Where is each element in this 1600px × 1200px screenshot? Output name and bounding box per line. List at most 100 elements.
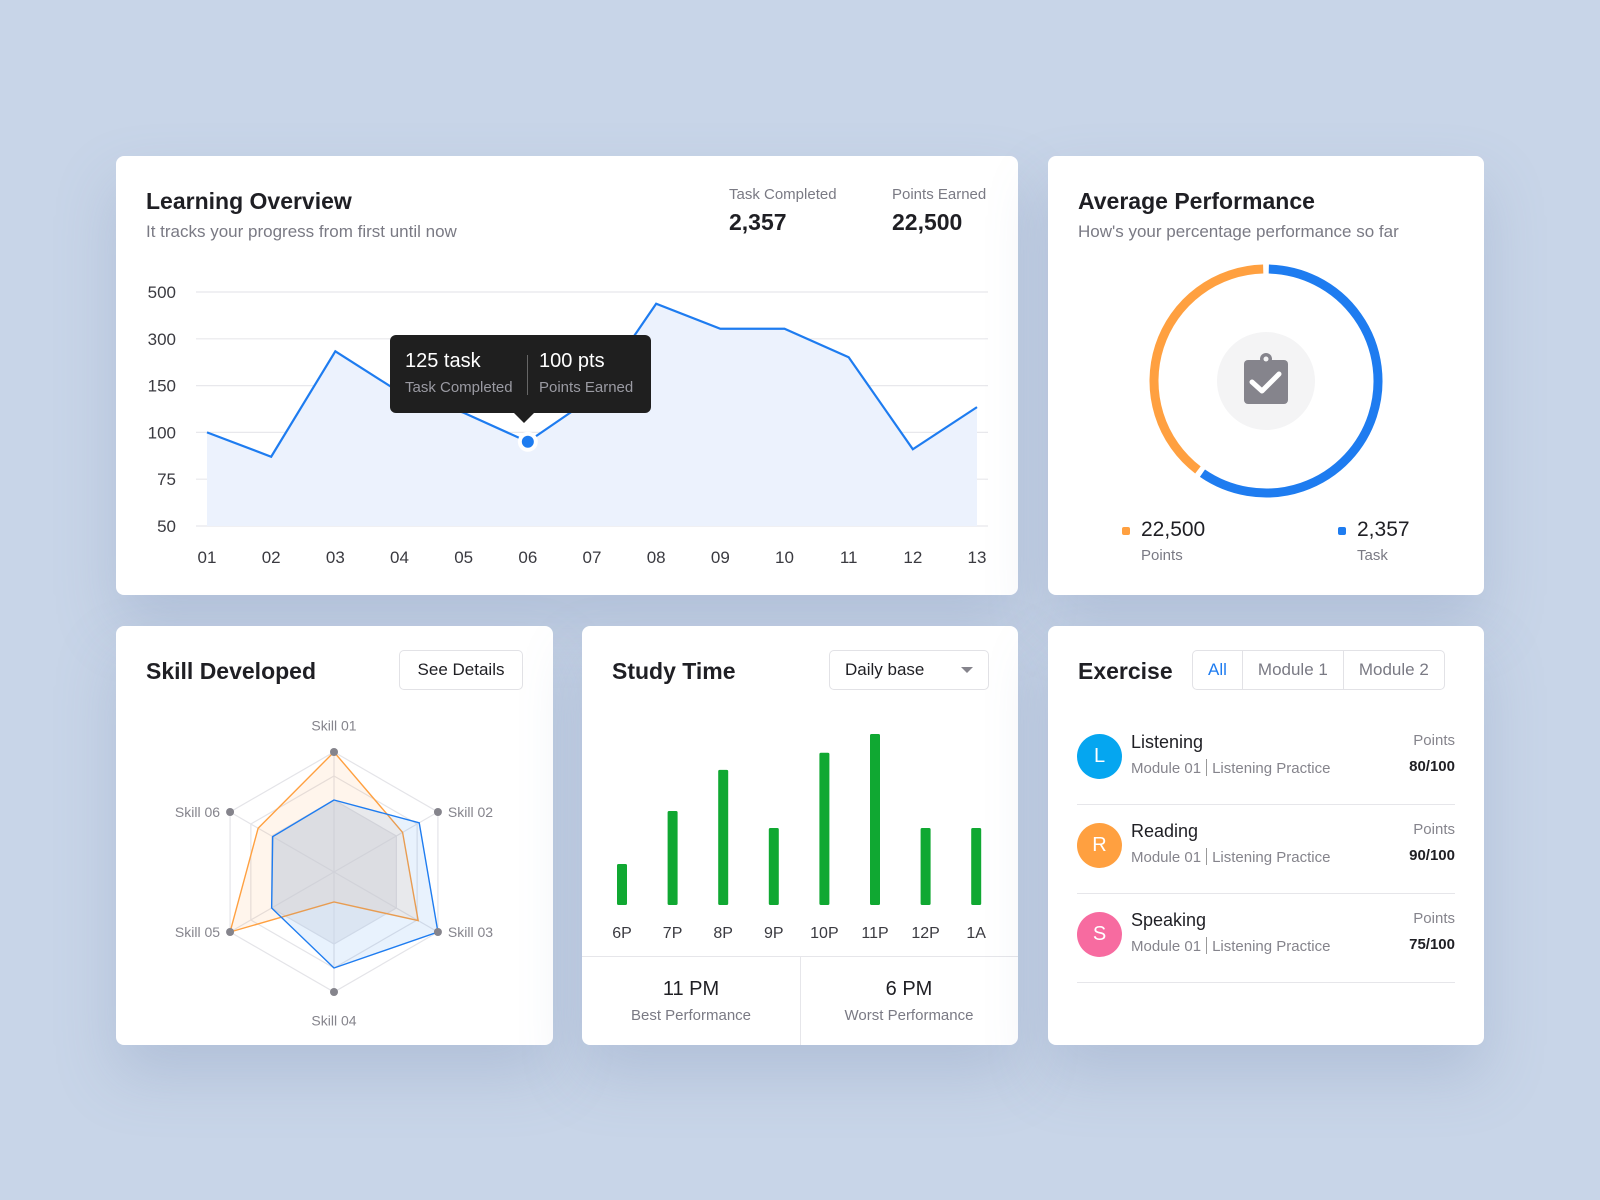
average-performance-card: Average Performance How's your percentag… xyxy=(1048,156,1484,595)
separator xyxy=(1206,937,1208,954)
x-tick-label: 04 xyxy=(390,548,409,567)
card-subtitle: It tracks your progress from first until… xyxy=(146,222,457,241)
study-bar xyxy=(768,828,779,905)
donut-segment-task xyxy=(1199,264,1383,498)
radar-vertex xyxy=(226,808,235,816)
data-point xyxy=(521,435,534,448)
exercise-list-item[interactable]: L Listening Module 01 Listening Practice … xyxy=(1077,716,1455,805)
stat-points: Points Earned 22,500 xyxy=(892,186,986,236)
tab-module-1[interactable]: Module 1 xyxy=(1241,651,1343,689)
donut-segment-points xyxy=(1149,264,1264,474)
exercise-score: 75/100 xyxy=(1409,936,1455,953)
radar-axis-label: Skill 01 xyxy=(311,717,356,733)
clipboard-check-icon xyxy=(1217,332,1315,430)
radar-vertex xyxy=(433,928,442,936)
study-bar xyxy=(870,734,880,905)
legend-task: 2,357 Task xyxy=(1338,518,1410,564)
card-title: Learning Overview xyxy=(146,188,352,214)
exercise-module: Module 01 xyxy=(1131,849,1202,866)
stat-value: 2,357 xyxy=(729,209,787,235)
tooltip-task-label: Task Completed xyxy=(405,379,513,396)
radar-spoke xyxy=(229,811,335,873)
exercise-module: Module 01 xyxy=(1131,760,1202,777)
radar-axis-label: Skill 03 xyxy=(448,924,493,940)
card-title: Skill Developed xyxy=(146,658,317,684)
exercise-meta: Module 01 Listening Practice xyxy=(1131,937,1330,955)
avatar: L xyxy=(1077,734,1122,779)
study-bar xyxy=(617,863,627,905)
y-tick-label: 75 xyxy=(157,470,176,489)
y-tick-label: 300 xyxy=(148,330,176,349)
tooltip-points: 100 pts Points Earned xyxy=(539,350,633,396)
legend-swatch-orange xyxy=(1122,527,1130,535)
x-tick-label: 10P xyxy=(810,925,838,942)
radar-series-orange xyxy=(229,750,420,934)
card-title: Average Performance xyxy=(1078,188,1315,214)
x-tick-label: 09 xyxy=(711,548,730,567)
exercise-score: 90/100 xyxy=(1409,847,1455,864)
stats-vertical-divider xyxy=(800,957,801,1045)
worst-performance: 6 PM Worst Performance xyxy=(800,978,1018,1024)
legend-value: 22,500 xyxy=(1141,518,1206,541)
x-tick-label: 08 xyxy=(647,548,666,567)
x-tick-label: 06 xyxy=(518,548,537,567)
period-dropdown[interactable]: Daily base xyxy=(829,650,989,690)
radar-vertex xyxy=(330,988,338,996)
x-tick-label: 1A xyxy=(966,925,986,942)
y-tick-label: 150 xyxy=(148,377,176,396)
exercise-practice: Listening Practice xyxy=(1212,938,1331,955)
performance-donut-chart xyxy=(1149,264,1383,498)
y-tick-label: 100 xyxy=(148,423,176,442)
exercise-meta: Module 01 Listening Practice xyxy=(1131,848,1330,866)
radar-vertex xyxy=(226,928,235,936)
tab-all[interactable]: All xyxy=(1208,660,1227,679)
x-tick-label: 12P xyxy=(911,925,939,942)
module-tabs: All Module 1 Module 2 xyxy=(1192,650,1445,690)
radar-vertex xyxy=(330,748,338,756)
x-tick-label: 05 xyxy=(454,548,473,567)
legend-swatch-blue xyxy=(1338,527,1346,535)
tooltip-arrow xyxy=(514,413,534,423)
legend-label: Task xyxy=(1357,547,1388,564)
stat-task: Task Completed 2,357 xyxy=(729,186,837,236)
radar-axis-label: Skill 02 xyxy=(448,804,493,820)
stat-label: Task Completed xyxy=(729,186,837,203)
radar-series-blue xyxy=(270,799,439,969)
legend-label: Points xyxy=(1141,547,1183,564)
exercise-list-item[interactable]: S Speaking Module 01 Listening Practice P… xyxy=(1077,894,1455,983)
tooltip-divider xyxy=(527,355,528,395)
learning-overview-card: Learning Overview It tracks your progres… xyxy=(116,156,1018,595)
x-tick-label: 9P xyxy=(764,925,784,942)
exercise-meta: Module 01 Listening Practice xyxy=(1131,759,1330,777)
learning-line-chart: 50 75 100 150 300 500 01 02 03 04 05 06 07 08 09 10 11 12… xyxy=(148,283,988,567)
skill-developed-card: Skill Developed See Details Skill 01 Skil… xyxy=(116,626,553,1045)
exercise-module: Module 01 xyxy=(1131,938,1202,955)
study-bar xyxy=(971,828,982,905)
separator xyxy=(1206,848,1208,865)
avatar: R xyxy=(1077,823,1122,868)
radar-axis-label: Skill 05 xyxy=(175,924,220,940)
dropdown-value: Daily base xyxy=(845,660,925,679)
see-details-button[interactable]: See Details xyxy=(399,650,523,690)
exercise-list-item[interactable]: R Reading Module 01 Listening Practice Po… xyxy=(1077,805,1455,894)
best-value: 11 PM xyxy=(662,978,720,1000)
exercise-name: Listening xyxy=(1131,732,1204,752)
chart-tooltip: 125 task Task Completed 100 pts Points E… xyxy=(390,335,651,423)
x-tick-label: 12 xyxy=(903,548,922,567)
radar-spoke xyxy=(333,871,439,933)
x-tick-label: 6P xyxy=(612,925,632,942)
points-label: Points xyxy=(1413,732,1455,749)
points-label: Points xyxy=(1413,821,1455,838)
worst-label: Worst Performance xyxy=(844,1007,974,1024)
exercise-card: Exercise All Module 1 Module 2 L Listeni… xyxy=(1048,626,1484,1045)
x-tick-label: 7P xyxy=(663,925,683,942)
exercise-practice: Listening Practice xyxy=(1212,760,1331,777)
tab-module-2[interactable]: Module 2 xyxy=(1342,651,1444,689)
avatar: S xyxy=(1077,912,1122,957)
x-tick-label: 10 xyxy=(775,548,794,567)
chevron-down-icon xyxy=(961,667,973,673)
stats-divider xyxy=(582,956,1018,957)
x-tick-label: 11P xyxy=(861,925,888,942)
area-fill xyxy=(207,303,977,526)
skill-radar-chart: Skill 01 Skill 02 Skill 03 Skill 04 Skill 05… xyxy=(175,717,493,1028)
